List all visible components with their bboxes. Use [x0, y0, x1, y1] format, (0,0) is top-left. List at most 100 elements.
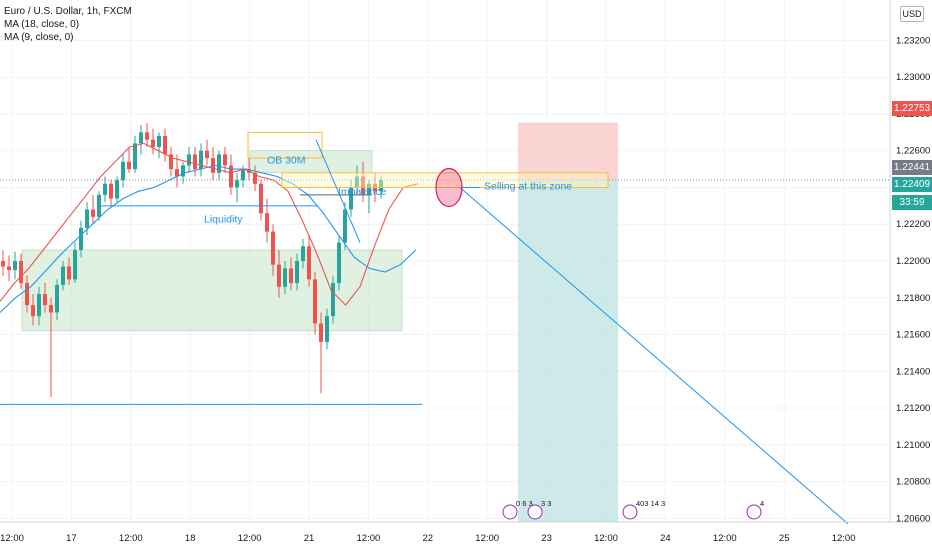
- stop-price-badge: 1.22753: [892, 101, 932, 116]
- annotation-liquidity: Liquidity: [204, 213, 243, 225]
- candle-body: [79, 227, 83, 250]
- currency-button[interactable]: USD: [900, 6, 924, 22]
- candle-body: [241, 169, 245, 181]
- candle-body: [337, 242, 341, 284]
- price-tick-label: 1.21600: [896, 330, 930, 341]
- price-tick-label: 1.23000: [896, 72, 930, 83]
- candle-body: [1, 261, 5, 267]
- candle-body: [55, 284, 59, 313]
- event-flag-icon: [746, 504, 762, 520]
- candle-body: [301, 246, 305, 261]
- event-flag-label: 403 14 3: [636, 499, 665, 508]
- event-flag-icon: [527, 504, 543, 520]
- ma9-legend[interactable]: MA (9, close, 0): [4, 32, 74, 43]
- candle-body: [127, 161, 131, 170]
- candle-body: [355, 176, 359, 188]
- candle-body: [49, 305, 53, 313]
- countdown-badge: 33:59: [892, 195, 932, 210]
- candle-body: [331, 283, 335, 317]
- price-tick-label: 1.22000: [896, 256, 930, 267]
- symbol-title[interactable]: Euro / U.S. Dollar, 1h, FXCM: [4, 6, 132, 17]
- time-tick-label: 25: [779, 533, 790, 544]
- candle-body: [325, 316, 329, 342]
- time-tick-label: 23: [541, 533, 552, 544]
- candle-body: [37, 294, 41, 317]
- ma18-legend[interactable]: MA (18, close, 0): [4, 19, 80, 30]
- candle-body: [103, 183, 107, 195]
- candle-body: [115, 180, 119, 199]
- price-axis[interactable]: 1.20600 1.20800 1.21000 1.21200 1.21400 1.216…: [889, 0, 932, 550]
- candle-body: [313, 279, 317, 324]
- candle-body: [25, 283, 29, 306]
- candle-body: [307, 246, 311, 280]
- chart-legend: Euro / U.S. Dollar, 1h, FXCM MA (18, clo…: [4, 5, 132, 44]
- candle-body: [265, 213, 269, 232]
- candle-body: [361, 176, 365, 195]
- candle-body: [91, 209, 95, 217]
- candle-body: [217, 154, 221, 173]
- price-tick-label: 1.21400: [896, 366, 930, 377]
- candles: [1, 123, 383, 398]
- candle-body: [343, 209, 347, 243]
- time-tick-label: 12:00: [594, 533, 618, 544]
- annotation-ob: OB 30M: [267, 155, 306, 167]
- event-flags[interactable]: 0 6 3 3 3 403 14 3 4: [502, 499, 764, 520]
- candle-body: [229, 165, 233, 188]
- price-tick-label: 1.23200: [896, 35, 930, 46]
- price-tick-label: 1.21000: [896, 440, 930, 451]
- time-tick-label: 17: [66, 533, 77, 544]
- price-tick-label: 1.21200: [896, 403, 930, 414]
- candle-body: [145, 132, 149, 140]
- ob-arrow-line: [315, 139, 361, 243]
- candle-body: [235, 180, 239, 188]
- price-tick-label: 1.22200: [896, 219, 930, 230]
- projection-line: [459, 187, 849, 525]
- price-tick-label: 1.20800: [896, 477, 930, 488]
- price-tick-label: 1.20600: [896, 513, 930, 524]
- candle-body: [253, 172, 257, 184]
- candle-body: [199, 150, 203, 170]
- event-flag-label: 3 3: [541, 499, 551, 508]
- order-block-box: [247, 131, 323, 159]
- ask-price-badge: 1.22409: [892, 177, 932, 192]
- candle-body: [163, 136, 167, 155]
- candle-body: [193, 154, 197, 170]
- candle-body: [283, 268, 287, 287]
- candle-body: [97, 194, 101, 217]
- time-tick-label: 18: [185, 533, 196, 544]
- candle-body: [109, 183, 113, 199]
- event-flag-icon: [622, 504, 638, 520]
- candle-body: [187, 154, 191, 166]
- candle-body: [277, 264, 281, 287]
- candle-body: [205, 150, 209, 159]
- candle-body: [181, 165, 185, 177]
- candle-body: [85, 209, 89, 228]
- time-tick-label: 12:00: [0, 533, 24, 544]
- candle-body: [349, 187, 353, 210]
- candle-body: [367, 183, 371, 195]
- candle-body: [133, 143, 137, 170]
- time-tick-label: 12:00: [238, 533, 262, 544]
- candle-body: [139, 132, 143, 144]
- candle-body: [319, 323, 323, 342]
- sell-zone-circle: [435, 167, 463, 208]
- price-tick-label: 1.21800: [896, 293, 930, 304]
- candle-body: [169, 154, 173, 170]
- time-tick-label: 24: [660, 533, 671, 544]
- candle-body: [19, 261, 23, 284]
- candle-body: [7, 266, 11, 271]
- time-axis[interactable]: 12:00 17 12:00 18 12:00 21 12:00 22 12:00 23 12:00…: [0, 521, 932, 544]
- candle-body: [43, 294, 47, 306]
- annotation-imbalance: Imbalance: [338, 186, 387, 198]
- candle-body: [295, 261, 299, 284]
- imbalance-box: [281, 172, 609, 188]
- candle-body: [271, 231, 275, 265]
- price-axis-background: [890, 0, 932, 550]
- candle-body: [289, 268, 293, 284]
- take-profit-zone: [518, 179, 618, 522]
- candle-body: [121, 161, 125, 181]
- moving-averages: [0, 142, 418, 313]
- candle-body: [211, 158, 215, 173]
- candle-body: [157, 136, 161, 148]
